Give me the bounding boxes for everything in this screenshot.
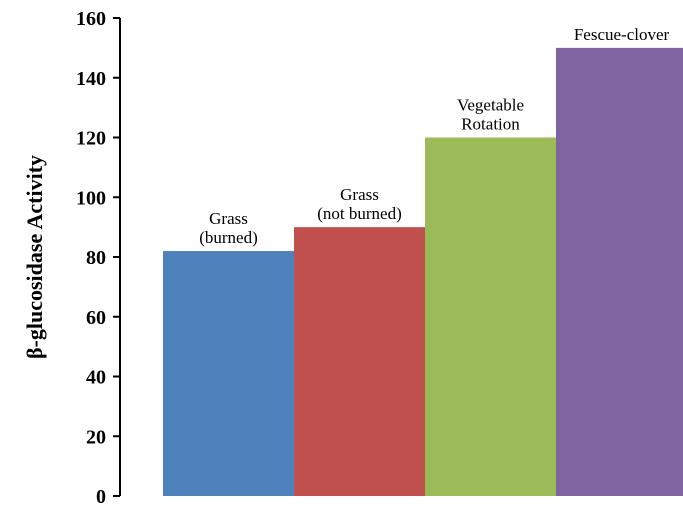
- bar: [556, 47, 683, 496]
- y-tick-label: 20: [86, 426, 106, 448]
- bar: [425, 137, 556, 496]
- bar: [163, 251, 294, 496]
- y-axis-label: β-glucosidase Activity: [22, 155, 47, 359]
- bar-category-label: Rotation: [461, 115, 520, 134]
- y-tick-label: 120: [76, 128, 106, 150]
- bar-category-label: Vegetable: [457, 96, 524, 115]
- bar-category-label: Fescue-clover: [574, 25, 670, 44]
- bar-category-label: (burned): [199, 228, 258, 247]
- y-tick-label: 0: [96, 486, 106, 506]
- y-tick-label: 40: [86, 367, 106, 389]
- bar-category-label: Grass: [340, 185, 379, 204]
- y-axis-ticks: 0 20 40 60 80 100 120 140 160: [76, 8, 120, 506]
- bar-category-label: Grass: [209, 209, 248, 228]
- y-tick-label: 160: [76, 8, 106, 30]
- bar-category-label: (not burned): [317, 204, 402, 223]
- y-tick-label: 80: [86, 247, 106, 269]
- y-tick-label: 140: [76, 68, 106, 90]
- bar: [294, 227, 425, 496]
- bar-labels: Grass(burned)Grass(not burned)VegetableR…: [199, 25, 669, 247]
- bars: [163, 47, 683, 496]
- y-tick-label: 60: [86, 307, 106, 329]
- y-tick-label: 100: [76, 187, 106, 209]
